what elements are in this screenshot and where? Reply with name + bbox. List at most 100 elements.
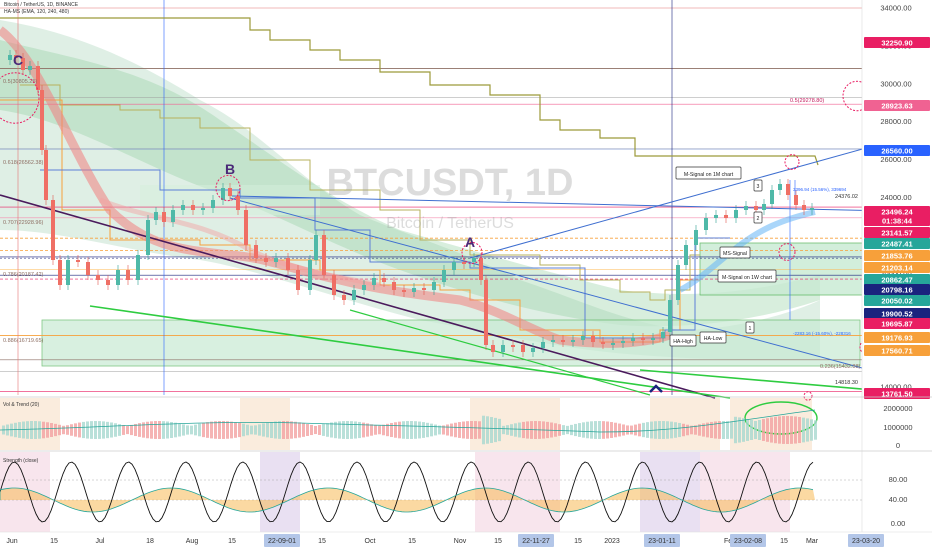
trendline-blue-up <box>469 139 896 259</box>
candle-body <box>581 336 585 340</box>
price-label: 28923.63 <box>881 102 912 111</box>
volume-bar <box>742 418 745 442</box>
wave-label: B <box>225 161 235 177</box>
volume-bar <box>358 421 361 439</box>
price-label: 01:38:44 <box>882 217 913 226</box>
volume-bar <box>530 421 533 439</box>
candle-body <box>36 66 40 90</box>
volume-bar <box>354 421 357 439</box>
volume-bar <box>66 425 69 435</box>
strength-tick: 80.00 <box>889 475 908 484</box>
volume-bar <box>490 417 493 443</box>
volume-bar <box>382 424 385 436</box>
volume-bar <box>426 422 429 438</box>
time-tick-highlight <box>848 534 884 547</box>
candle-body <box>44 150 48 200</box>
candle-body <box>14 55 18 58</box>
volume-bar <box>414 421 417 439</box>
volume-bar <box>166 421 169 439</box>
volume-bar <box>186 425 189 435</box>
price-label-bg <box>864 388 930 399</box>
candle-body <box>668 300 672 332</box>
candle-body <box>714 215 718 218</box>
candle-body <box>286 258 290 270</box>
fib-label: 0.5(30805.25) <box>3 79 37 85</box>
candle-body <box>51 200 55 260</box>
strength-fill-orange <box>0 488 815 512</box>
watermark-name: Bitcoin / TetherUS <box>386 215 514 232</box>
volume-bar <box>190 425 193 435</box>
callout-box <box>745 321 755 334</box>
candle-body <box>402 290 406 292</box>
price-label-bg <box>864 262 930 273</box>
price-label: 32250.90 <box>881 39 912 48</box>
volume-bar <box>570 424 573 436</box>
volume-bar <box>110 422 113 438</box>
volume-bar <box>154 421 157 439</box>
volume-bar <box>26 421 29 439</box>
volume-bar <box>258 424 261 436</box>
candle-body <box>770 190 774 204</box>
volume-bar <box>226 421 229 439</box>
callout-box <box>753 211 763 224</box>
volume-bar <box>430 423 433 437</box>
volume-bar <box>114 423 117 437</box>
volume-bar <box>326 423 329 437</box>
candle-body <box>372 278 376 285</box>
chart-header-indicator: HA-MS (EMA, 120, 240, 480) <box>4 9 70 15</box>
price-label: 26560.00 <box>881 147 912 156</box>
volume-bar <box>94 421 97 439</box>
price-label: 20862.47 <box>881 276 912 285</box>
volume-bar <box>50 423 53 437</box>
volume-bar <box>638 423 641 437</box>
volume-bar <box>466 421 469 439</box>
candle-body <box>116 270 120 285</box>
volume-bar <box>162 421 165 439</box>
volume-bar <box>514 423 517 437</box>
volume-bar <box>86 421 89 439</box>
volume-bar <box>18 422 21 438</box>
candle-body <box>352 290 356 300</box>
candle-body <box>392 282 396 290</box>
candle-body <box>611 343 615 345</box>
volume-bar <box>310 424 313 436</box>
volume-bar <box>614 422 617 438</box>
candle-body <box>501 345 505 352</box>
volume-bar <box>722 421 725 439</box>
volume-bar <box>690 425 693 435</box>
volume-bar <box>718 421 721 439</box>
price-label-bg <box>864 284 930 295</box>
volume-bar <box>750 420 753 440</box>
volume-bar <box>230 421 233 439</box>
volume-bar <box>54 423 57 437</box>
candle-body <box>641 338 645 340</box>
price-label: 19176.93 <box>881 334 912 343</box>
price-tick: 20000.00 <box>880 269 911 278</box>
time-tick-highlight <box>264 534 300 547</box>
price-label: 21203.14 <box>881 264 913 273</box>
volume-bar <box>498 418 501 442</box>
volume-bar <box>678 422 681 438</box>
price-label-bg <box>864 295 930 306</box>
volume-bar <box>438 425 441 435</box>
volume-bar <box>474 421 477 439</box>
candle-body <box>794 195 798 205</box>
volume-bar <box>698 424 701 436</box>
candle-body <box>86 262 90 275</box>
volume-bar <box>202 422 205 438</box>
volume-bar <box>386 423 389 437</box>
volume-bar <box>62 425 65 435</box>
candle-body <box>264 258 268 262</box>
volume-bar <box>322 424 325 436</box>
candle-body <box>106 280 110 285</box>
volume-bar <box>634 424 637 436</box>
time-tick: 15 <box>780 538 788 545</box>
volume-bar <box>174 422 177 438</box>
candle-body <box>40 90 44 150</box>
price-tick: 14000.00 <box>880 383 911 392</box>
highlight-circle <box>0 72 40 124</box>
indicator-name: Vol & Trend (20) <box>3 402 39 408</box>
time-tick-highlight <box>730 534 766 547</box>
